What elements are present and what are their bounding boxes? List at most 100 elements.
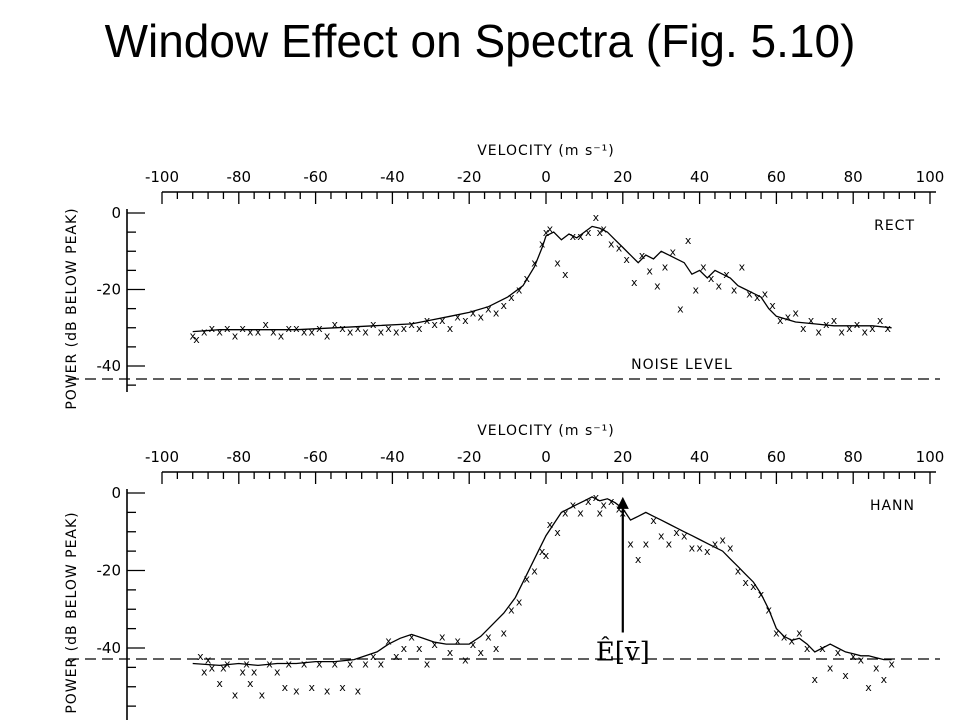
spectrum-point: x	[216, 677, 223, 690]
spectrum-point: x	[224, 322, 231, 335]
spectrum-point: x	[846, 322, 853, 335]
panel-hann: -100 -80 -60 -40 -20 0 20 40 60 80 100 VELOCITY (m …	[64, 423, 944, 720]
velocity-tick-label: 20	[613, 168, 632, 186]
velocity-axis-title: VELOCITY (m s⁻¹)	[477, 143, 615, 159]
spectrum-point: x	[570, 499, 577, 512]
power-tick-label: 0	[111, 204, 121, 222]
spectrum-point: x	[827, 661, 834, 674]
spectrum-point: x	[431, 318, 438, 331]
spectrum-point: x	[189, 329, 196, 342]
velocity-tick-label: -60	[303, 168, 328, 186]
spectrum-point: x	[539, 238, 546, 251]
velocity-tick-label: 100	[916, 448, 945, 466]
spectrum-point: x	[877, 314, 884, 327]
spectrum-point: x	[362, 658, 369, 671]
window-label: HANN	[870, 498, 915, 514]
spectrum-point: x	[600, 222, 607, 235]
spectrum-point: x	[485, 630, 492, 643]
spectrum-point: x	[332, 318, 339, 331]
spectrum-point: x	[593, 211, 600, 224]
spectrum-point: x	[408, 630, 415, 643]
velocity-tick-label: 80	[844, 168, 863, 186]
spectrum-point: x	[785, 310, 792, 323]
spectrum-point: x	[631, 276, 638, 289]
spectrum-point: x	[316, 658, 323, 671]
spectrum-point: x	[255, 326, 262, 339]
spectrum-point: x	[278, 329, 285, 342]
spectrum-point: x	[623, 253, 630, 266]
spectrum-point: x	[842, 669, 849, 682]
spectrum-point: x	[531, 257, 538, 270]
spectrum-point: x	[543, 549, 550, 562]
spectrum-point: x	[282, 681, 289, 694]
spectrum-point: x	[239, 665, 246, 678]
spectrum-point: x	[531, 565, 538, 578]
velocity-tick-label: -20	[457, 448, 482, 466]
spectrum-point: x	[666, 537, 673, 550]
spectrum-point: x	[858, 654, 865, 667]
spectrum-point: x	[600, 499, 607, 512]
spectrum-point: x	[332, 658, 339, 671]
spectrum-point: x	[259, 689, 266, 702]
spectrum-point: x	[470, 638, 477, 651]
spectrum-point: x	[493, 306, 500, 319]
spectrum-point: x	[627, 537, 634, 550]
velocity-tick-label: -40	[380, 448, 405, 466]
spectrum-point: x	[562, 506, 569, 519]
spectrum-point: x	[723, 268, 730, 281]
spectrum-point: x	[547, 222, 554, 235]
spectrum-point: x	[869, 322, 876, 335]
spectrum-point: x	[681, 530, 688, 543]
spectrum-point: x	[431, 638, 438, 651]
spectrum-point: x	[393, 326, 400, 339]
spectrum-point: x	[808, 314, 815, 327]
power-tick-label: -20	[97, 562, 122, 580]
spectrum-point: x	[493, 642, 500, 655]
velocity-tick-label: -80	[227, 448, 252, 466]
spectrum-point: x	[769, 299, 776, 312]
velocity-tick-label: -80	[227, 168, 252, 186]
spectrum-point: x	[881, 673, 888, 686]
spectrum-point: x	[804, 642, 811, 655]
spectrum-point: x	[205, 654, 212, 667]
velocity-axis-title: VELOCITY (m s⁻¹)	[477, 423, 615, 439]
spectrum-point: x	[201, 665, 208, 678]
spectrum-point: x	[673, 526, 680, 539]
spectrum-point: x	[716, 280, 723, 293]
spectrum-point: x	[385, 634, 392, 647]
spectrum-point: x	[362, 326, 369, 339]
spectrum-point: x	[677, 303, 684, 316]
spectrum-point: x	[247, 326, 254, 339]
spectrum-point: x	[831, 314, 838, 327]
spectrum-point: x	[773, 627, 780, 640]
spectrum-point: x	[339, 681, 346, 694]
spectrum-point: x	[639, 249, 646, 262]
spectrum-point: x	[646, 264, 653, 277]
spectrum-point: x	[577, 506, 584, 519]
power-tick-label: -20	[97, 281, 122, 299]
velocity-tick-label: 40	[690, 448, 709, 466]
spectrum-point: x	[454, 634, 461, 647]
velocity-tick-label: 0	[541, 448, 551, 466]
velocity-tick-label: 0	[541, 168, 551, 186]
spectrum-point: x	[501, 299, 508, 312]
spectrum-point: x	[447, 322, 454, 335]
spectrum-point: x	[516, 284, 523, 297]
spectrum-point: x	[700, 261, 707, 274]
spectrum-point: x	[209, 322, 216, 335]
spectrum-point: x	[746, 287, 753, 300]
spectrum-point: x	[232, 329, 239, 342]
spectrum-point: x	[735, 565, 742, 578]
velocity-tick-label: 60	[767, 168, 786, 186]
spectrum-point: x	[416, 642, 423, 655]
spectrum-point: x	[485, 303, 492, 316]
spectrum-point: x	[220, 661, 227, 674]
spectrum-point: x	[293, 322, 300, 335]
spectrum-point: x	[477, 310, 484, 323]
spectrum-point: x	[401, 322, 408, 335]
spectrum-point: x	[727, 541, 734, 554]
spectrum-point: x	[524, 572, 531, 585]
spectrum-point: x	[762, 287, 769, 300]
velocity-tick-label: -60	[303, 448, 328, 466]
